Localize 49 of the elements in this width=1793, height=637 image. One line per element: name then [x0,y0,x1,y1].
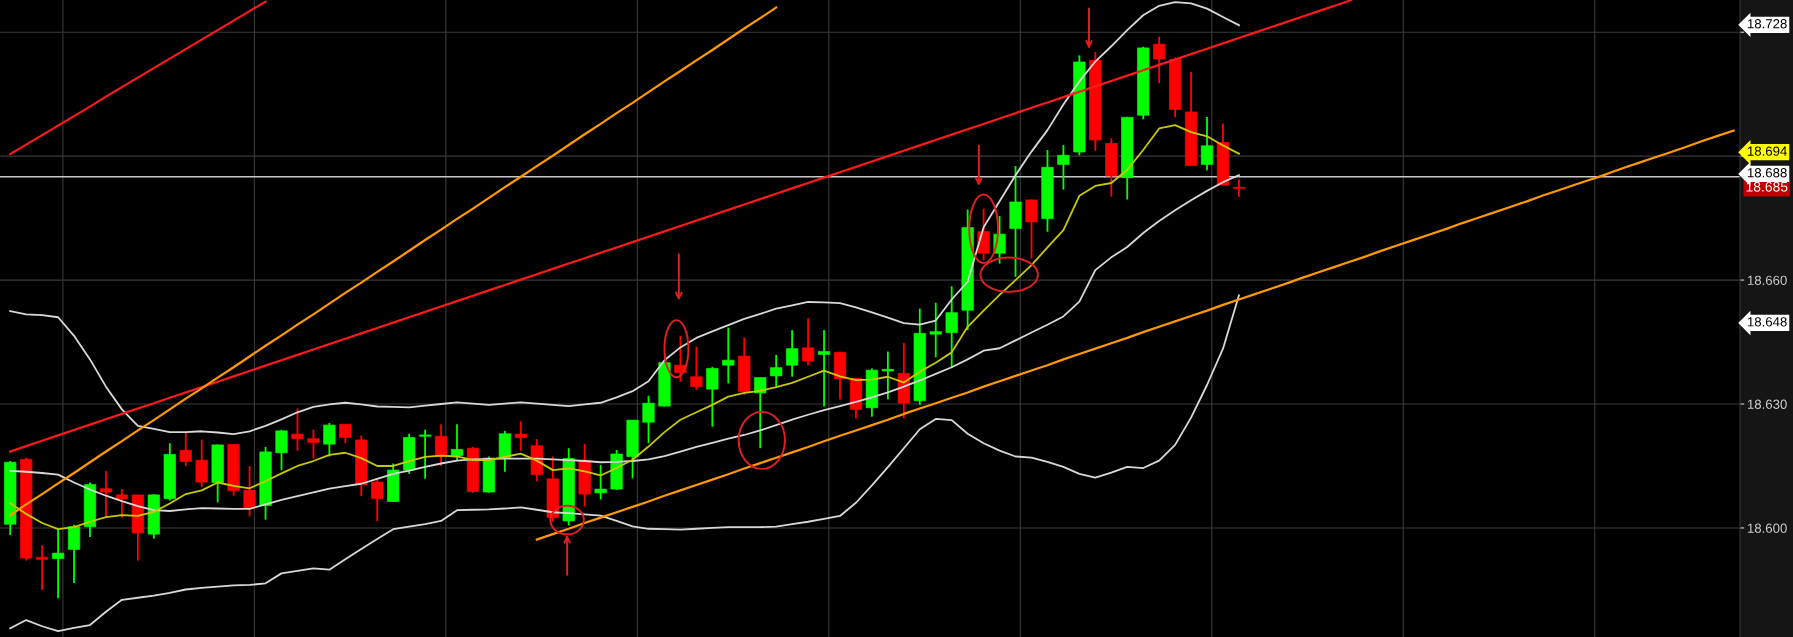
candlestick [99,470,113,519]
y-tick-label: 18.600 [1747,523,1787,533]
candlestick [51,528,65,600]
candlestick [67,523,81,584]
line-series [535,129,1735,541]
candlestick [706,365,719,428]
line-series [9,294,1240,633]
candlestick [1232,178,1246,198]
candlestick [291,407,304,452]
ref-line-label: 18.685 [1746,181,1788,192]
y-tick-label: 18.630 [1747,399,1787,409]
candlestick [754,376,767,450]
candlestick [690,345,703,391]
candlestick [1057,144,1070,191]
candlestick [243,465,256,518]
candlestick [498,429,511,473]
candlestick [307,428,320,460]
candlestick [881,350,894,401]
candlestick [36,544,49,591]
candlestick [786,329,799,378]
candlestick [801,317,815,367]
text: 18.688 [1747,168,1787,178]
candlestick [450,423,464,462]
candlestick [275,428,288,472]
candlestick [945,285,958,369]
candlestick [371,478,384,523]
text: 18.728 [1747,19,1787,29]
text: 18.648 [1747,317,1787,327]
candlestick [1025,198,1038,260]
line-series [9,6,778,517]
line-series [9,0,267,156]
candlestick [1153,35,1166,84]
candlestick [770,353,783,388]
candlestick [929,301,942,359]
candlestick [339,423,352,445]
candlestick [722,326,735,385]
candlestick [195,438,208,488]
candlestick [1200,116,1214,172]
candlestick [514,420,527,452]
y-tick-label: 18.660 [1747,275,1787,285]
candlestick [419,428,432,480]
candlestick [594,464,607,501]
candlestick [977,207,990,262]
line-series [9,174,1240,512]
candlestick [642,394,655,445]
candlestick [817,329,831,408]
candlestick [179,430,192,467]
text: 18.694 [1747,146,1787,156]
candlestick [115,488,129,519]
